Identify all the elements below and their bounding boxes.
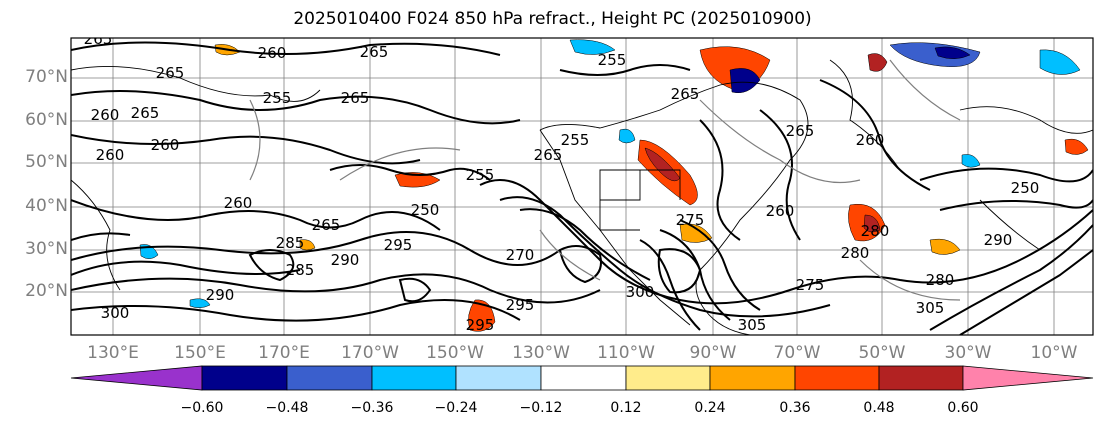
contour-label: 260 <box>766 202 795 220</box>
pc-contours <box>249 59 961 301</box>
lat-label: 20°N <box>25 281 68 301</box>
contour-label: 300 <box>626 283 655 301</box>
lon-label: 130°W <box>512 343 570 363</box>
colorbar-tick-label: 0.12 <box>610 400 642 416</box>
contour-label: 260 <box>96 146 125 164</box>
lon-label: 30°W <box>944 343 992 363</box>
colorbar-bin <box>455 365 542 391</box>
colorbar-bin <box>201 365 288 391</box>
contour-label: 265 <box>156 64 185 82</box>
colorbar-tick-label: 0.36 <box>779 400 811 416</box>
contour-label: 295 <box>466 316 495 334</box>
contour-label: 295 <box>506 296 535 314</box>
lon-label: 130°E <box>87 343 139 363</box>
contour-label: 255 <box>598 51 627 69</box>
contour-label: 280 <box>861 222 890 240</box>
contour-labels: 265 260 265 260 265 265 260 265 265 255 … <box>84 30 1040 334</box>
contour-label: 290 <box>984 231 1013 249</box>
colorbar-bin <box>709 365 796 391</box>
lat-label: 40°N <box>25 196 68 216</box>
contour-label: 260 <box>258 44 287 62</box>
lat-label: 30°N <box>25 239 68 259</box>
lon-label: 150°W <box>426 343 484 363</box>
contour-label: 285 <box>286 261 315 279</box>
contour-label: 280 <box>926 271 955 289</box>
contour-label: 290 <box>331 251 360 269</box>
lat-label: 70°N <box>25 67 68 87</box>
colorbar-tick-label: −0.48 <box>265 400 309 416</box>
contour-label: 260 <box>91 106 120 124</box>
contour-label: 260 <box>224 194 253 212</box>
contour-label: 250 <box>411 201 440 219</box>
lon-label: 90°W <box>689 343 737 363</box>
contour-label: 290 <box>206 286 235 304</box>
colorbar-bin <box>625 365 711 391</box>
colorbar-under-extend <box>70 365 203 391</box>
colorbar-bin <box>540 365 627 391</box>
contour-label: 275 <box>796 276 825 294</box>
contour-label: 285 <box>276 234 305 252</box>
colorbar-over-extend <box>962 365 1094 391</box>
colorbar-tick-label: −0.60 <box>180 400 224 416</box>
map-title: 2025010400 F024 850 hPa refract., Height… <box>293 9 812 29</box>
lon-label: 170°W <box>341 343 399 363</box>
height-contours <box>71 41 1093 335</box>
lat-label: 60°N <box>25 110 68 130</box>
contour-label: 275 <box>676 211 705 229</box>
contour-label: 295 <box>384 236 413 254</box>
map-frame <box>70 37 1094 336</box>
colorbar-bin <box>371 365 457 391</box>
colorbar <box>70 365 1094 391</box>
refractivity-fills <box>139 39 1089 332</box>
colorbar-bin <box>286 365 373 391</box>
contour-label: 260 <box>856 131 885 149</box>
graticule <box>71 38 1093 335</box>
contour-label: 265 <box>84 30 113 48</box>
colorbar-tick-label: −0.36 <box>350 400 394 416</box>
contour-label: 270 <box>506 246 535 264</box>
contour-label: 265 <box>312 216 341 234</box>
contour-label: 255 <box>466 166 495 184</box>
lon-label: 150°E <box>174 343 226 363</box>
lon-label: 170°E <box>258 343 310 363</box>
contour-label: 255 <box>263 89 292 107</box>
colorbar-bin <box>878 365 964 391</box>
colorbar-tick-label: 0.24 <box>694 400 726 416</box>
contour-label: 265 <box>534 146 563 164</box>
contour-label: 265 <box>360 43 389 61</box>
contour-label: 255 <box>561 131 590 149</box>
contour-label: 265 <box>671 85 700 103</box>
lon-label: 110°W <box>597 343 655 363</box>
lon-label: 70°W <box>773 343 821 363</box>
contour-label: 265 <box>786 122 815 140</box>
contour-label: 265 <box>341 89 370 107</box>
contour-label: 265 <box>131 104 160 122</box>
colorbar-tick-label: −0.12 <box>519 400 563 416</box>
contour-label: 305 <box>916 299 945 317</box>
lon-label: 10°W <box>1030 343 1078 363</box>
colorbar-tick-label: 0.60 <box>947 400 979 416</box>
lon-label: 50°W <box>858 343 906 363</box>
colorbar-tick-label: −0.24 <box>434 400 478 416</box>
contour-label: 280 <box>841 244 870 262</box>
colorbar-tick-label: 0.48 <box>863 400 895 416</box>
contour-label: 305 <box>738 316 767 334</box>
lat-label: 50°N <box>25 152 68 172</box>
colorbar-bin <box>794 365 880 391</box>
contour-label: 300 <box>101 304 130 322</box>
contour-label: 250 <box>1011 179 1040 197</box>
contour-label: 260 <box>151 136 180 154</box>
